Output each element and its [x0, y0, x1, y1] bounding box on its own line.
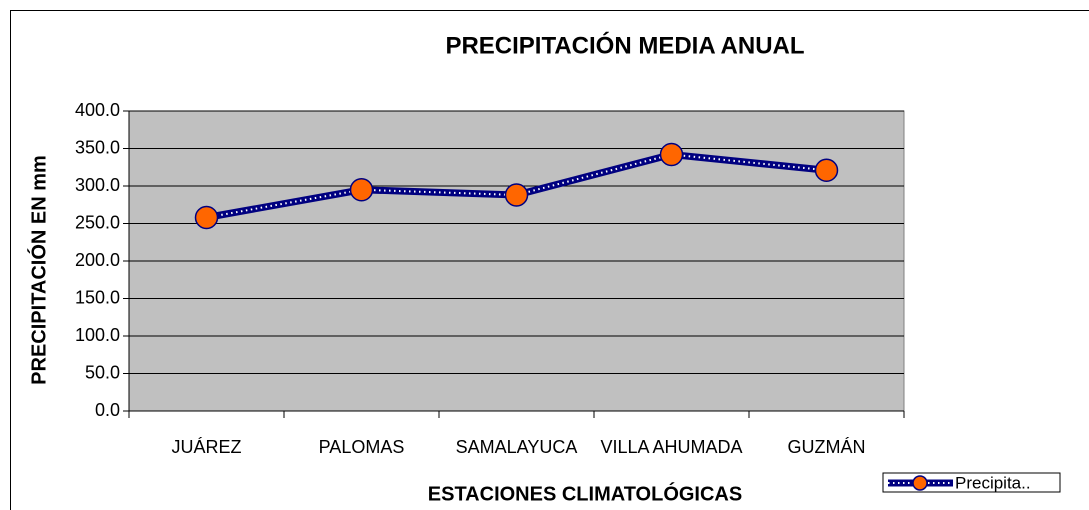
x-tick-label: JUÁREZ	[171, 437, 241, 457]
legend-box	[882, 472, 1061, 493]
y-axis-label: PRECIPITACIÓN EN mm	[26, 155, 50, 385]
x-tick-label: GUZMÁN	[788, 437, 866, 457]
y-tick-label: 0.0	[95, 400, 120, 420]
x-tick-label: PALOMAS	[319, 437, 405, 457]
y-tick-label: 250.0	[75, 212, 120, 232]
y-tick-label: 200.0	[75, 250, 120, 270]
x-tick-label: SAMALAYUCA	[456, 437, 578, 457]
marker	[194, 205, 219, 230]
y-tick-label: 100.0	[75, 325, 120, 345]
legend-label: Precipita..	[955, 473, 1031, 492]
x-axis-label: ESTACIONES CLIMATOLÓGICAS	[428, 481, 742, 505]
marker	[659, 142, 684, 167]
marker	[349, 178, 374, 202]
y-tick-label: 50.0	[85, 362, 120, 382]
marker	[504, 183, 529, 207]
legend-marker	[912, 475, 928, 491]
y-tick-label: 300.0	[75, 175, 120, 195]
chart-title: PRECIPITACIÓN MEDIA ANUAL	[445, 31, 804, 59]
y-tick-label: 400.0	[75, 100, 120, 120]
y-tick-label: 350.0	[75, 137, 120, 157]
y-tick-label: 150.0	[75, 287, 120, 307]
marker	[814, 158, 839, 182]
x-tick-label: VILLA AHUMADA	[600, 437, 742, 457]
chart-border	[10, 10, 1089, 510]
